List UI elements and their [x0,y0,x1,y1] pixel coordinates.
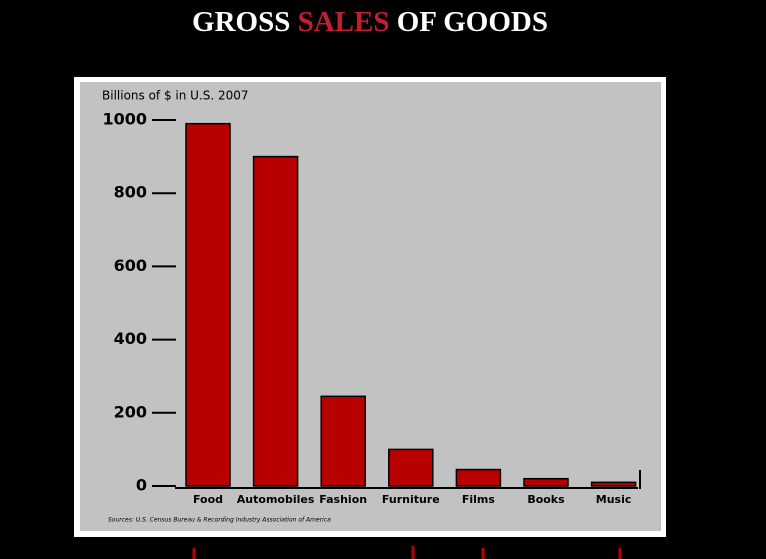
x-tick-label: Films [462,493,496,506]
y-tick-label: 400 [114,329,147,348]
x-tick-label: Fashion [319,493,367,506]
bar [320,395,366,487]
bar [455,468,502,487]
bar [388,448,434,487]
y-tick-label: 0 [136,476,147,495]
chart-title: GROSS SALES OF GOODS [192,6,548,38]
x-tick-label: Books [527,493,565,506]
bar [523,477,569,487]
title-word: GROSS [192,6,290,38]
x-tick-label: Automobiles [237,493,315,506]
y-axis-label: Billions of $ in U.S. 2007 [102,89,249,103]
bar [185,122,231,487]
panel [80,82,661,531]
y-tick-label: 1000 [102,110,147,129]
title-word: GOODS [436,6,548,38]
decorations [192,546,622,559]
y-tick-label: 200 [114,402,147,421]
x-tick-label: Furniture [382,493,440,506]
y-tick-label: 600 [114,256,147,275]
title-word: SALES [290,6,389,38]
source-note: Sources: U.S. Census Bureau & Recording … [108,517,331,524]
bar [590,481,637,487]
bar [252,155,299,487]
x-tick-label: Food [193,493,223,506]
title-word: OF [390,6,437,38]
y-tick-label: 800 [114,183,147,202]
x-tick-label: Music [596,493,632,506]
